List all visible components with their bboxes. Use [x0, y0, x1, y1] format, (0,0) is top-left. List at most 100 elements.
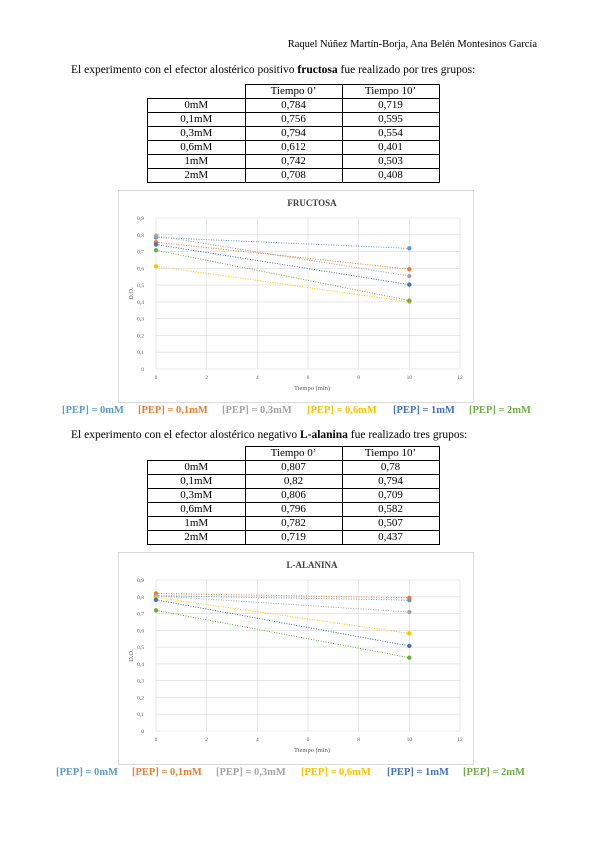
legend-item-1mm: [PEP] = 1mM — [393, 405, 455, 416]
fructosa-data-point-0-1 — [407, 246, 412, 251]
fructosa-trendline-4 — [155, 244, 410, 286]
legend-item-0-3mm: [PEP] = 0,3mM — [222, 405, 292, 416]
table-cell: 0,806 — [244, 488, 343, 503]
fructosa-x-tick-label: 8 — [357, 375, 360, 381]
alanina-data-point-5-1 — [407, 655, 412, 660]
alanina-chart: L-ALANINA 0 0,1 0,2 0,3 0,4 0,5 0,6 0,7 0,8 0,9 0 2 4… — [128, 560, 463, 754]
table-cell: 0,437 — [341, 530, 440, 545]
fructosa-y-tick-label: 0,4 — [137, 300, 144, 306]
alanina-y-tick-label: 0,3 — [137, 679, 144, 685]
table-cell: 0,554 — [341, 126, 440, 141]
fructosa-data-point-2-1 — [407, 273, 412, 279]
table-cell: 0,1mM — [147, 474, 246, 489]
table-cell: 0,82 — [244, 474, 343, 489]
table-header-row: Tiempo 0’ Tiempo 10’ — [147, 84, 440, 99]
fructosa-intro-paragraph: El experimento con el efector alostérico… — [71, 64, 475, 76]
table-cell: 0,503 — [341, 154, 440, 169]
alanina-y-tick-label: 0,9 — [137, 578, 144, 584]
table-cell: 0,3mM — [147, 126, 246, 141]
table-header-cell: Tiempo 0’ — [244, 446, 343, 461]
legend-item-0mm: [PEP] = 0mM — [56, 767, 118, 778]
fructosa-x-tick-label: 12 — [457, 375, 463, 381]
fructosa-y-tick-label: 0,5 — [137, 283, 144, 289]
table-cell: 0,709 — [341, 488, 440, 503]
table-row: 0,3mM 0,794 0,554 — [147, 126, 440, 141]
table-cell: 0,794 — [244, 126, 343, 141]
fructosa-data-point-4-0 — [153, 242, 159, 247]
table-row: 1mM 0,782 0,507 — [147, 516, 440, 531]
legend-item-0-1mm: [PEP] = 0,1mM — [138, 405, 208, 416]
alanina-data-point-5-0 — [153, 608, 159, 613]
alanina-y-tick-label: 0,1 — [137, 712, 144, 718]
table-cell: 0,782 — [244, 516, 343, 531]
alanina-data-point-4-0 — [153, 597, 159, 602]
table-header-cell: Tiempo 0’ — [244, 84, 343, 99]
table-header-cell — [147, 84, 246, 99]
alanina-x-tick-label: 4 — [256, 737, 259, 743]
table-cell: 0,6mM — [147, 502, 246, 517]
alanina-data-point-1-1 — [407, 595, 412, 600]
table-cell: 0,408 — [341, 168, 440, 183]
alanina-trendline-3 — [155, 596, 410, 634]
alanina-trendline-2 — [155, 595, 410, 613]
table-row: 0,6mM 0,796 0,582 — [147, 502, 440, 517]
fructosa-chart-title: FRUCTOSA — [287, 198, 337, 208]
fructosa-data-point-1-1 — [407, 266, 412, 272]
alanina-intro-paragraph: El experimento con el efector alostérico… — [71, 429, 467, 441]
alanina-intro-tail: fue realizado tres grupos: — [347, 429, 468, 441]
alanina-x-tick-label: 12 — [457, 737, 463, 743]
fructosa-data-point-4-1 — [407, 282, 412, 287]
alanina-intro-text: El experimento con el efector alostérico… — [71, 429, 300, 441]
alanina-x-tick-label: 0 — [155, 737, 158, 743]
table-cell: 0,1mM — [147, 112, 246, 127]
table-row: 0mM 0,807 0,78 — [147, 460, 440, 475]
fructosa-chart: FRUCTOSA 0 0,1 0,2 0,3 0,4 0,5 0,6 0,7 0,8 0,9 0 2 4 6… — [128, 198, 463, 392]
alanina-y-tick-label: 0,5 — [137, 645, 144, 651]
fructosa-y-tick-label: 0,3 — [137, 317, 144, 323]
fructosa-x-tick-label: 0 — [155, 375, 158, 381]
table-cell: 0,78 — [341, 460, 440, 475]
table-cell: 0,3mM — [147, 488, 246, 503]
alanina-data-point-4-1 — [407, 643, 412, 649]
legend-item-0-3mm: [PEP] = 0,3mM — [216, 767, 286, 778]
table-cell: 0,742 — [244, 154, 343, 169]
legend-item-0mm: [PEP] = 0mM — [62, 405, 124, 416]
alanina-x-axis-label: Tiempo (min) — [294, 747, 330, 754]
fructosa-data-point-5-1 — [407, 298, 412, 303]
alanina-x-tick-label: 8 — [357, 737, 360, 743]
table-cell: 0,595 — [341, 112, 440, 127]
table-cell: 0,401 — [341, 140, 440, 155]
fructosa-intro-tail: fue realizado por tres grupos: — [337, 64, 476, 76]
fructosa-intro-text: El experimento con el efector alostérico… — [71, 64, 298, 76]
alanina-y-tick-label: 0,2 — [137, 695, 144, 701]
table-cell: 0,507 — [341, 516, 440, 531]
fructosa-trendline-0 — [155, 236, 410, 249]
table-row: 0,3mM 0,806 0,709 — [147, 488, 440, 503]
alanina-y-tick-label: 0,6 — [137, 628, 144, 634]
legend-item-2mm: [PEP] = 2mM — [469, 405, 531, 416]
legend-item-1mm: [PEP] = 1mM — [387, 767, 449, 778]
fructosa-x-tick-label: 2 — [205, 375, 208, 381]
legend-item-0-6mm: [PEP] = 0,6mM — [301, 767, 371, 778]
alanina-chart-frame: L-ALANINA 0 0,1 0,2 0,3 0,4 0,5 0,6 0,7 0,8 0,9 0 2 4… — [118, 552, 474, 765]
fructosa-y-tick-label: 0,2 — [137, 333, 144, 339]
fructosa-y-axis-label: D.O. — [128, 287, 135, 300]
table-row: 2mM 0,719 0,437 — [147, 530, 440, 545]
table-cell: 0,794 — [341, 474, 440, 489]
table-header-cell — [147, 446, 246, 461]
table-header-row: Tiempo 0’ Tiempo 10’ — [147, 446, 440, 461]
table-cell: 1mM — [147, 154, 246, 169]
legend-item-0-1mm: [PEP] = 0,1mM — [132, 767, 202, 778]
fructosa-y-tick-label: 0,7 — [137, 250, 144, 256]
fructosa-x-tick-label: 10 — [407, 375, 413, 381]
table-cell: 0,719 — [341, 98, 440, 113]
alanina-x-tick-label: 6 — [307, 737, 310, 743]
fructosa-y-tick-label: 0 — [141, 367, 144, 373]
alanina-data-table: Tiempo 0’ Tiempo 10’ 0mM 0,807 0,78 0,1mM 0… — [147, 446, 440, 545]
fructosa-y-tick-label: 0,1 — [137, 350, 144, 356]
table-cell: 0,6mM — [147, 140, 246, 155]
table-cell: 0,582 — [341, 502, 440, 517]
table-row: 0,6mM 0,612 0,401 — [147, 140, 440, 155]
fructosa-x-axis-label: Tiempo (min) — [294, 385, 330, 392]
alanina-y-tick-label: 0,7 — [137, 612, 144, 618]
